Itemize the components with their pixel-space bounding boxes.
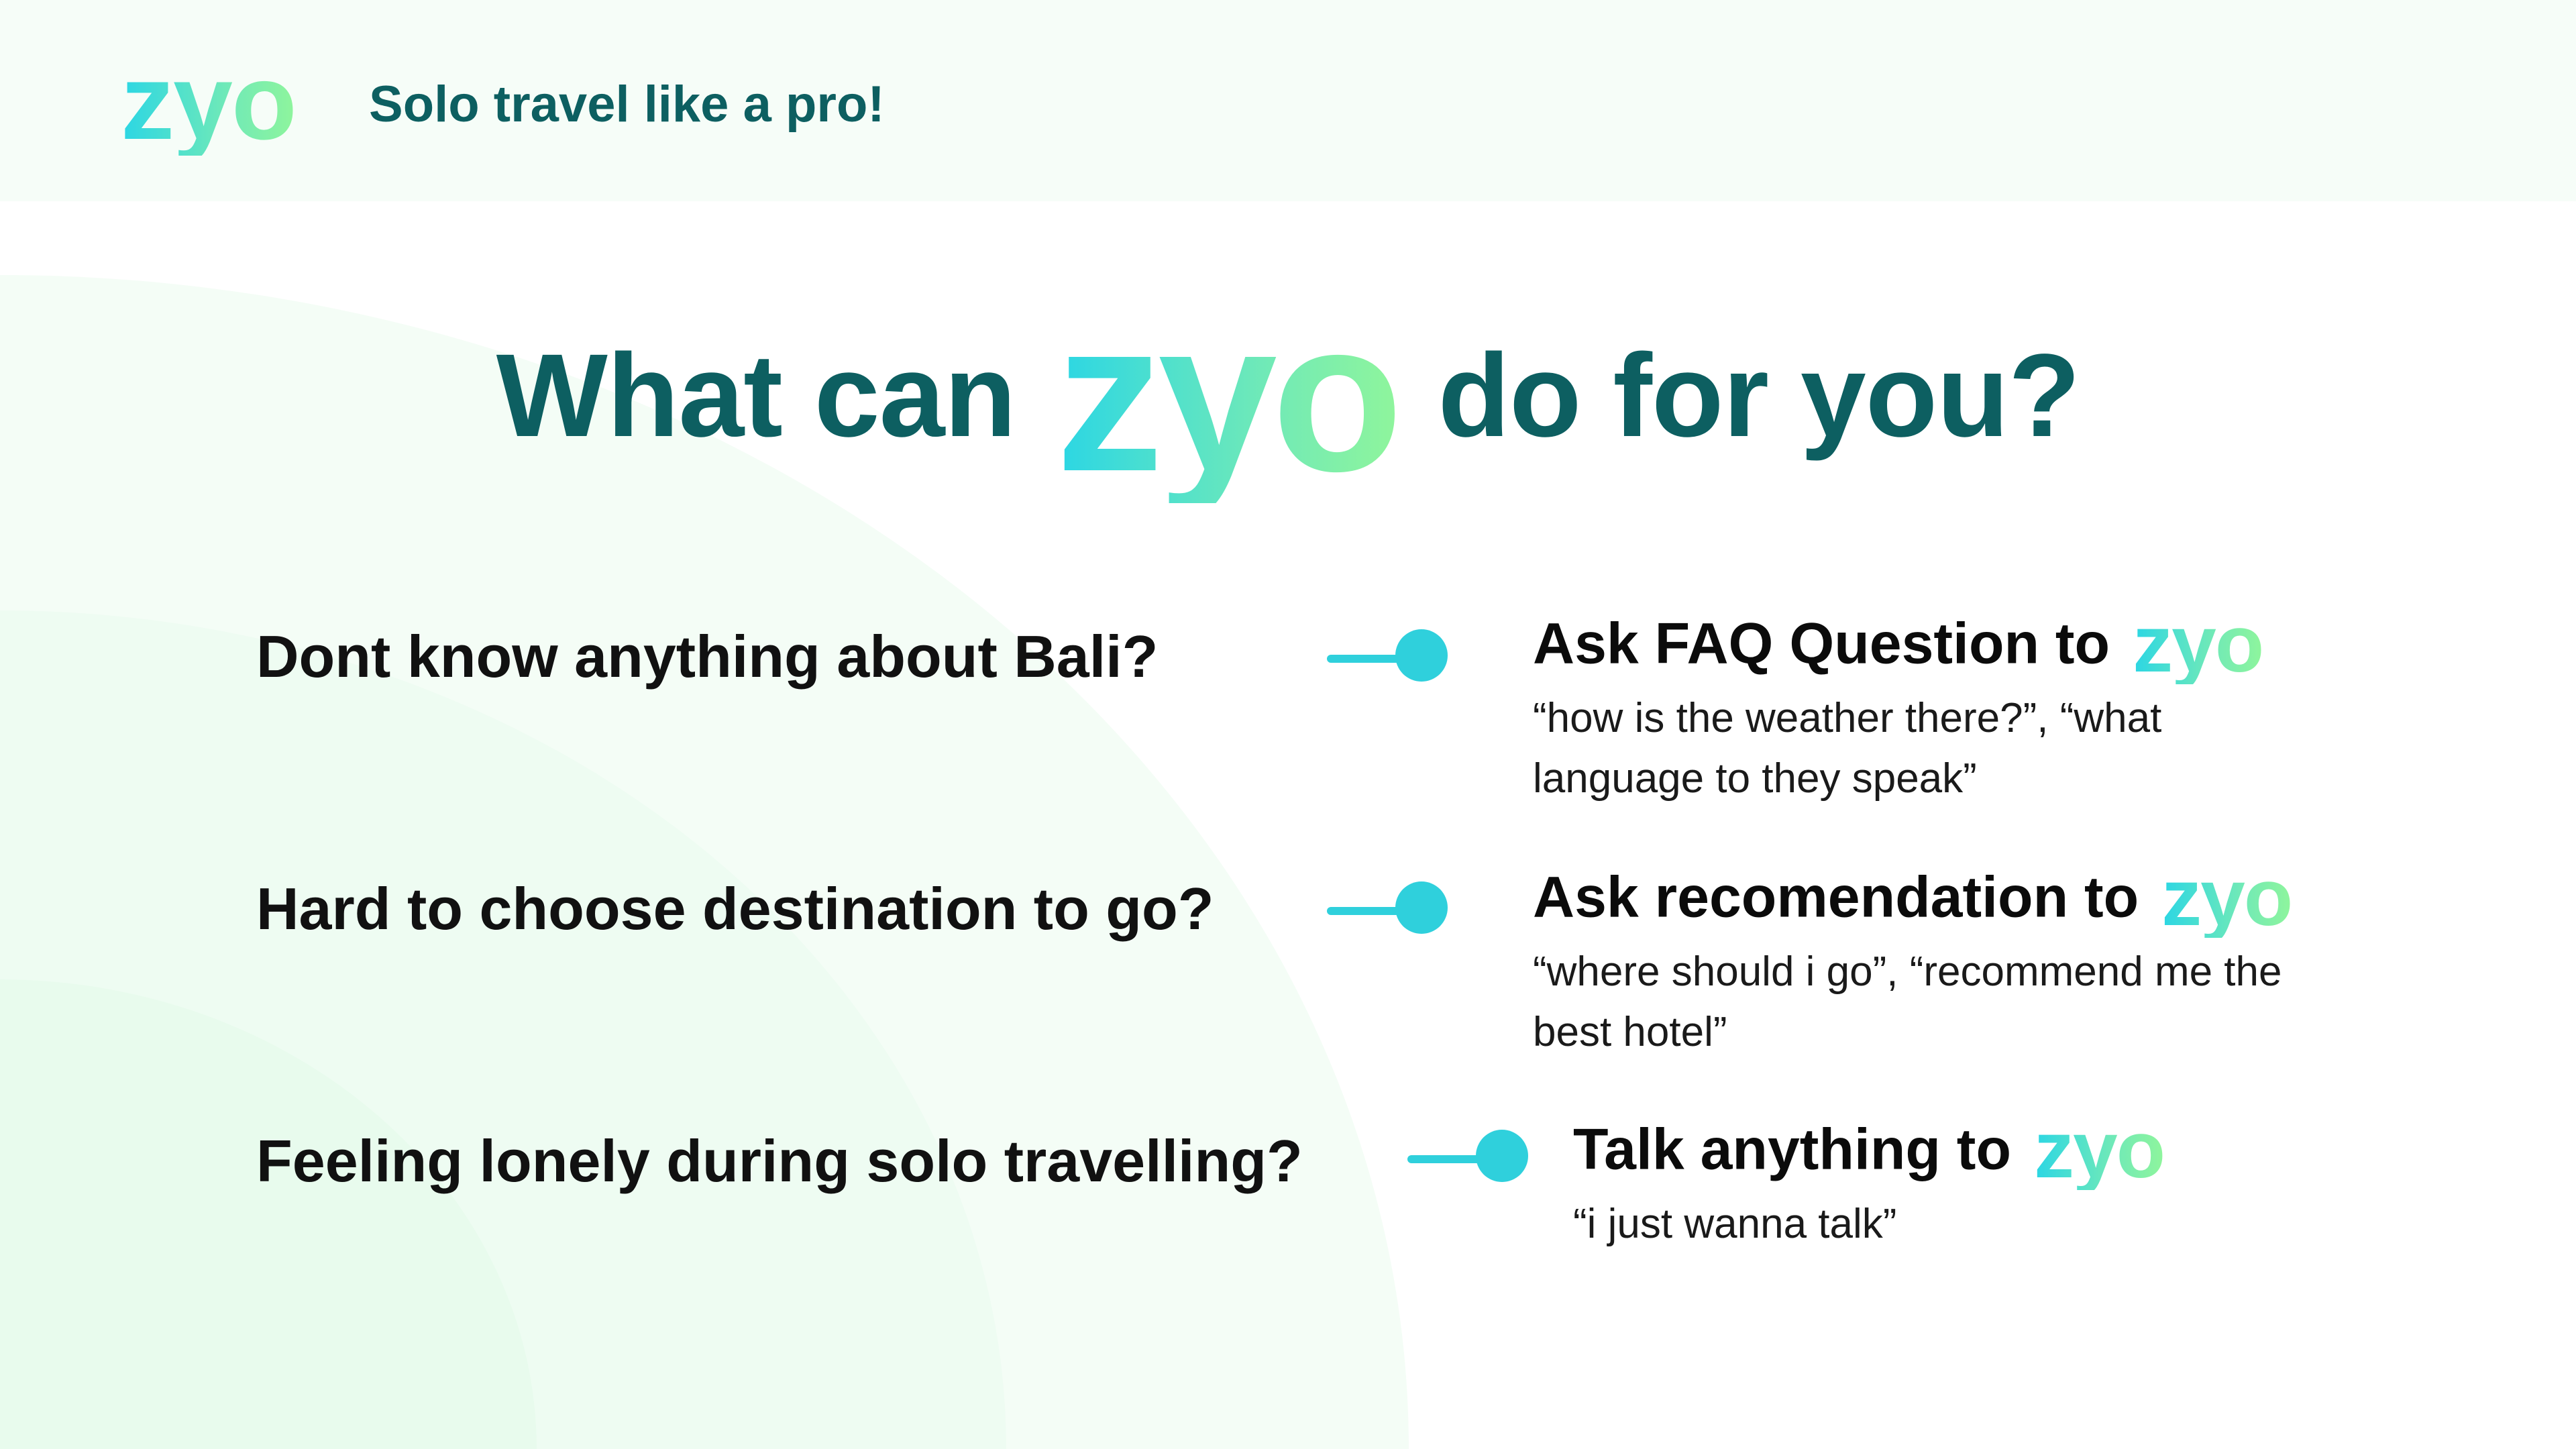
answer-title: Ask recomendation to (1533, 865, 2139, 930)
answer-logo: zyo (2133, 599, 2264, 689)
headline-logo: zyo (1056, 276, 1403, 516)
connector-dot (1395, 629, 1448, 682)
connector-line (1327, 655, 1414, 663)
feature-answer: Talk anything to zyo “i just wanna talk” (1573, 1110, 2445, 1254)
page-headline: What can zyo do for you? (0, 288, 2576, 503)
answer-title: Talk anything to (1573, 1117, 2011, 1182)
connector-dot (1395, 881, 1448, 934)
row-connector (1327, 629, 1448, 690)
row-connector (1327, 881, 1448, 942)
row-connector (1407, 1130, 1528, 1190)
feature-row: Feeling lonely during solo travelling? T… (0, 1110, 2576, 1311)
connector-dot (1476, 1130, 1528, 1182)
answer-title: Ask FAQ Question to (1533, 611, 2110, 676)
headline-suffix: do for you? (1438, 330, 2080, 462)
connector-line (1407, 1155, 1495, 1163)
headline-prefix: What can (496, 330, 1016, 462)
feature-answer: Ask FAQ Question to zyo “how is the weath… (1533, 604, 2405, 809)
feature-question: Hard to choose destination to go? (256, 875, 1214, 942)
feature-row: Hard to choose destination to go? Ask re… (0, 857, 2576, 1059)
answer-logo: zyo (2033, 1105, 2165, 1195)
answer-logo: zyo (2161, 853, 2293, 943)
answer-example: “i just wanna talk” (1573, 1201, 1897, 1247)
answer-example: “where should i go”, “recommend me the b… (1533, 949, 2282, 1055)
feature-answer: Ask recomendation to zyo “where should i … (1533, 857, 2405, 1063)
header-logo[interactable]: zyo (121, 42, 297, 162)
feature-row: Dont know anything about Bali? Ask FAQ Q… (0, 604, 2576, 805)
header-tagline: Solo travel like a pro! (369, 76, 885, 133)
feature-question: Feeling lonely during solo travelling? (256, 1128, 1303, 1194)
connector-line (1327, 907, 1414, 915)
feature-question: Dont know anything about Bali? (256, 623, 1159, 690)
answer-example: “how is the weather there?”, “what langu… (1533, 695, 2162, 802)
